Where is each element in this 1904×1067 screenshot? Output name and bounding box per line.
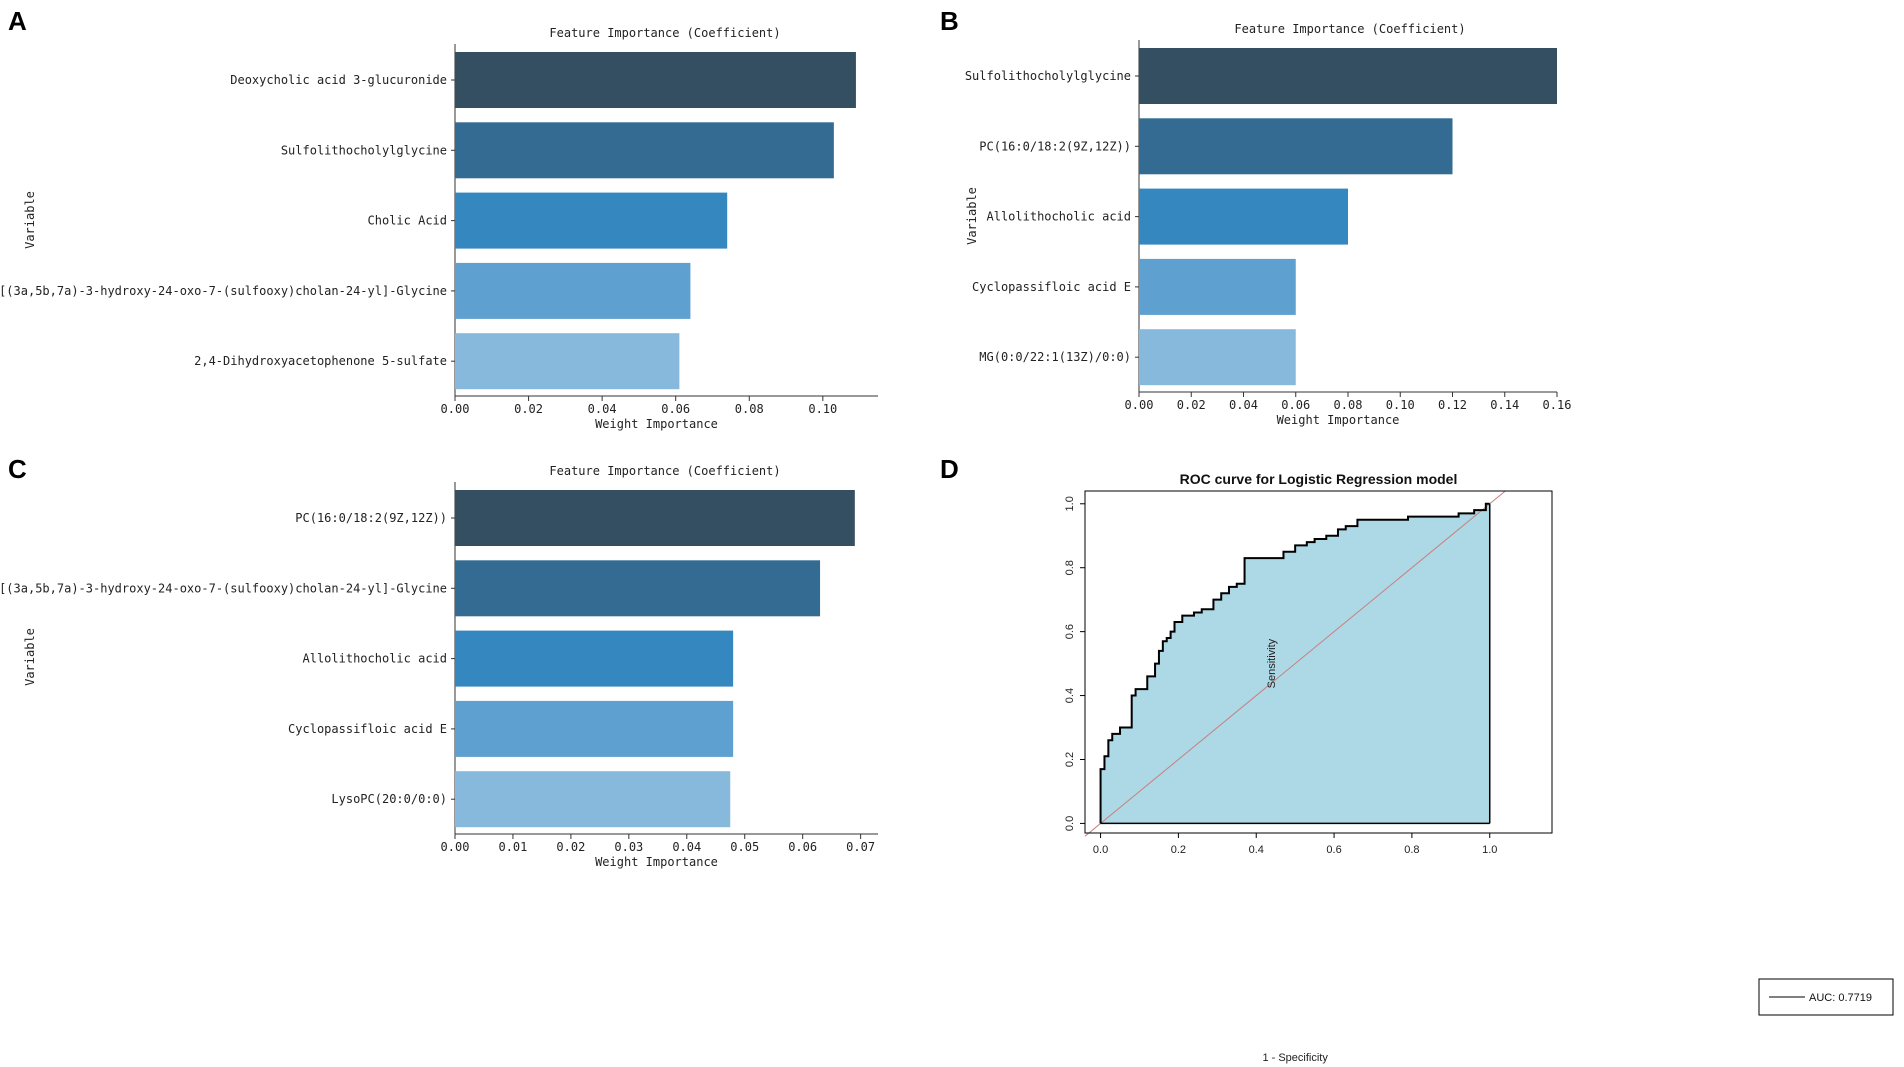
bar (455, 700, 734, 757)
bar-panel-c: C Feature Importance (Coefficient) PC(16:0… (0, 454, 878, 869)
bar (455, 192, 728, 249)
x-tick-label: 0.04 (672, 840, 701, 854)
category-label: Sulfolithocholylglycine (965, 69, 1131, 83)
category-label: PC(16:0/18:2(9Z,12Z)) (295, 511, 447, 525)
roc-panel-d: D ROC curve for Logistic Regression model… (940, 454, 1894, 1064)
x-tick-label: 0.02 (1177, 398, 1206, 412)
category-label: Cyclopassifloic acid E (972, 280, 1131, 294)
category-label: Cholic Acid (368, 214, 447, 228)
panel-letter: B (940, 6, 959, 36)
bar-panel-b: B Feature Importance (Coefficient) Sulfoli… (940, 6, 1571, 427)
category-label: Allolithocholic acid (303, 652, 448, 666)
x-tick-label: 0.06 (661, 402, 690, 416)
x-tick-label: 0.12 (1438, 398, 1467, 412)
x-tick-label: 0.4 (1249, 844, 1264, 856)
y-axis-label: Variable (965, 187, 979, 245)
y-tick-label: 0.4 (1064, 688, 1076, 703)
category-label: MG(0:0/22:1(13Z)/0:0) (979, 350, 1131, 364)
bar (455, 771, 731, 828)
y-tick-label: 0.8 (1064, 560, 1076, 575)
x-axis-label: Weight Importance (595, 855, 718, 869)
roc-curve (1099, 502, 1490, 824)
chart-title: Feature Importance (Coefficient) (549, 26, 780, 40)
bar (455, 122, 834, 179)
category-label: 2,4-Dihydroxyacetophenone 5-sulfate (194, 354, 447, 368)
x-tick-label: 0.2 (1171, 844, 1186, 856)
bar (455, 52, 856, 108)
x-tick-label: 0.07 (846, 840, 875, 854)
x-tick-label: 0.02 (556, 840, 585, 854)
bar (455, 630, 734, 687)
y-tick-label: 0.0 (1064, 816, 1076, 831)
x-tick-label: 1.0 (1482, 844, 1497, 856)
panel-letter: D (940, 454, 959, 484)
category-label: N-[(3a,5b,7a)-3-hydroxy-24-oxo-7-(sulfoo… (0, 284, 447, 298)
panel-letter: A (8, 6, 27, 36)
x-tick-label: 0.05 (730, 840, 759, 854)
x-tick-label: 0.6 (1326, 844, 1341, 856)
x-tick-label: 0.0 (1093, 844, 1108, 856)
x-tick-label: 0.03 (614, 840, 643, 854)
bar (1139, 48, 1557, 104)
category-label: PC(16:0/18:2(9Z,12Z)) (979, 139, 1131, 153)
x-tick-label: 0.04 (1229, 398, 1258, 412)
x-tick-label: 0.14 (1490, 398, 1519, 412)
bar (1139, 258, 1296, 315)
x-tick-label: 0.8 (1404, 844, 1419, 856)
x-tick-label: 0.16 (1543, 398, 1572, 412)
panel-letter: C (8, 454, 27, 484)
x-tick-label: 0.08 (1334, 398, 1363, 412)
category-label: N-[(3a,5b,7a)-3-hydroxy-24-oxo-7-(sulfoo… (0, 581, 447, 595)
category-label: Allolithocholic acid (987, 210, 1132, 224)
category-label: Sulfolithocholylglycine (281, 143, 447, 157)
category-label: Deoxycholic acid 3-glucuronide (230, 73, 447, 87)
y-tick-label: 0.6 (1064, 624, 1076, 639)
chart-title: ROC curve for Logistic Regression model (1180, 471, 1458, 487)
x-tick-label: 0.06 (788, 840, 817, 854)
chart-title: Feature Importance (Coefficient) (549, 464, 780, 478)
x-tick-label: 0.01 (498, 840, 527, 854)
bar (1139, 329, 1296, 386)
chart-title: Feature Importance (Coefficient) (1234, 22, 1465, 36)
x-tick-label: 0.08 (735, 402, 764, 416)
x-axis-label: Weight Importance (595, 417, 718, 431)
bar (1139, 118, 1453, 175)
x-axis-label: Weight Importance (1277, 413, 1400, 427)
y-axis-label: Variable (23, 191, 37, 249)
x-tick-label: 0.00 (441, 402, 470, 416)
bar (455, 490, 855, 546)
x-tick-label: 0.00 (441, 840, 470, 854)
bar (455, 560, 821, 617)
x-tick-label: 0.10 (1386, 398, 1415, 412)
y-axis-label: Sensitivity (1266, 638, 1278, 688)
x-tick-label: 0.00 (1125, 398, 1154, 412)
bar-panel-a: A Feature Importance (Coefficient) Deoxych… (0, 6, 878, 431)
bar (1139, 188, 1348, 245)
y-tick-label: 0.2 (1064, 752, 1076, 767)
plot-frame (1084, 490, 1553, 834)
x-tick-label: 0.06 (1281, 398, 1310, 412)
bar (455, 262, 691, 319)
y-axis-label: Variable (23, 628, 37, 686)
category-label: Cyclopassifloic acid E (288, 722, 447, 736)
bar (455, 333, 680, 390)
legend-auc-label: AUC: 0.7719 (1809, 992, 1872, 1004)
y-tick-label: 1.0 (1064, 496, 1076, 511)
category-label: LysoPC(20:0/0:0) (331, 792, 447, 806)
x-tick-label: 0.10 (808, 402, 837, 416)
x-tick-label: 0.04 (588, 402, 617, 416)
diagonal-reference-line (1084, 490, 1506, 837)
x-tick-label: 0.02 (514, 402, 543, 416)
x-axis-label: 1 - Specificity (1262, 1052, 1328, 1064)
